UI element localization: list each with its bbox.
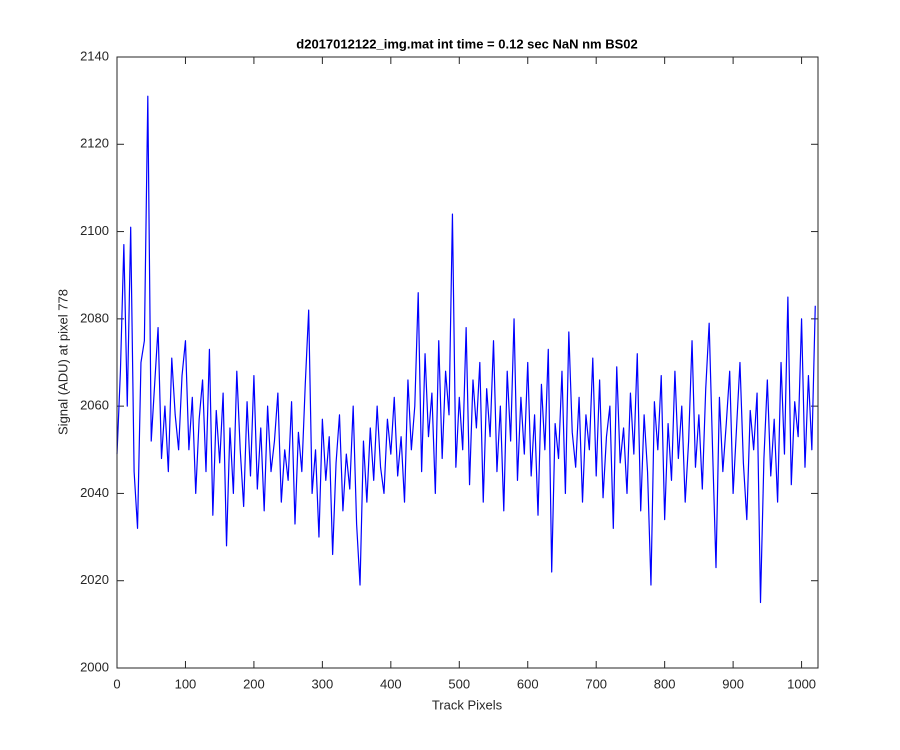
y-tick-label: 2040 bbox=[80, 485, 109, 500]
x-tick-label: 100 bbox=[175, 676, 197, 691]
x-tick-label: 900 bbox=[722, 676, 744, 691]
x-tick-label: 500 bbox=[448, 676, 470, 691]
plot-frame bbox=[116, 56, 819, 669]
y-tick-label: 2140 bbox=[80, 48, 109, 63]
y-tick-label: 2000 bbox=[80, 659, 109, 674]
y-tick-label: 2060 bbox=[80, 398, 109, 413]
chart-title: d2017012122_img.mat int time = 0.12 sec … bbox=[296, 36, 637, 51]
x-tick-label: 1000 bbox=[787, 676, 816, 691]
y-tick-label: 2100 bbox=[80, 223, 109, 238]
x-tick-label: 700 bbox=[585, 676, 607, 691]
x-axis-label: Track Pixels bbox=[432, 697, 503, 712]
x-tick-label: 200 bbox=[243, 676, 265, 691]
data-line bbox=[116, 95, 816, 604]
x-tick-label: 300 bbox=[312, 676, 334, 691]
x-tick-label: 800 bbox=[654, 676, 676, 691]
y-tick-label: 2080 bbox=[80, 310, 109, 325]
y-tick-label: 2120 bbox=[80, 136, 109, 151]
x-tick-label: 400 bbox=[380, 676, 402, 691]
x-tick-label: 0 bbox=[113, 676, 120, 691]
y-tick-label: 2020 bbox=[80, 572, 109, 587]
x-tick-label: 600 bbox=[517, 676, 539, 691]
y-axis-label: Signal (ADU) at pixel 778 bbox=[55, 289, 70, 435]
